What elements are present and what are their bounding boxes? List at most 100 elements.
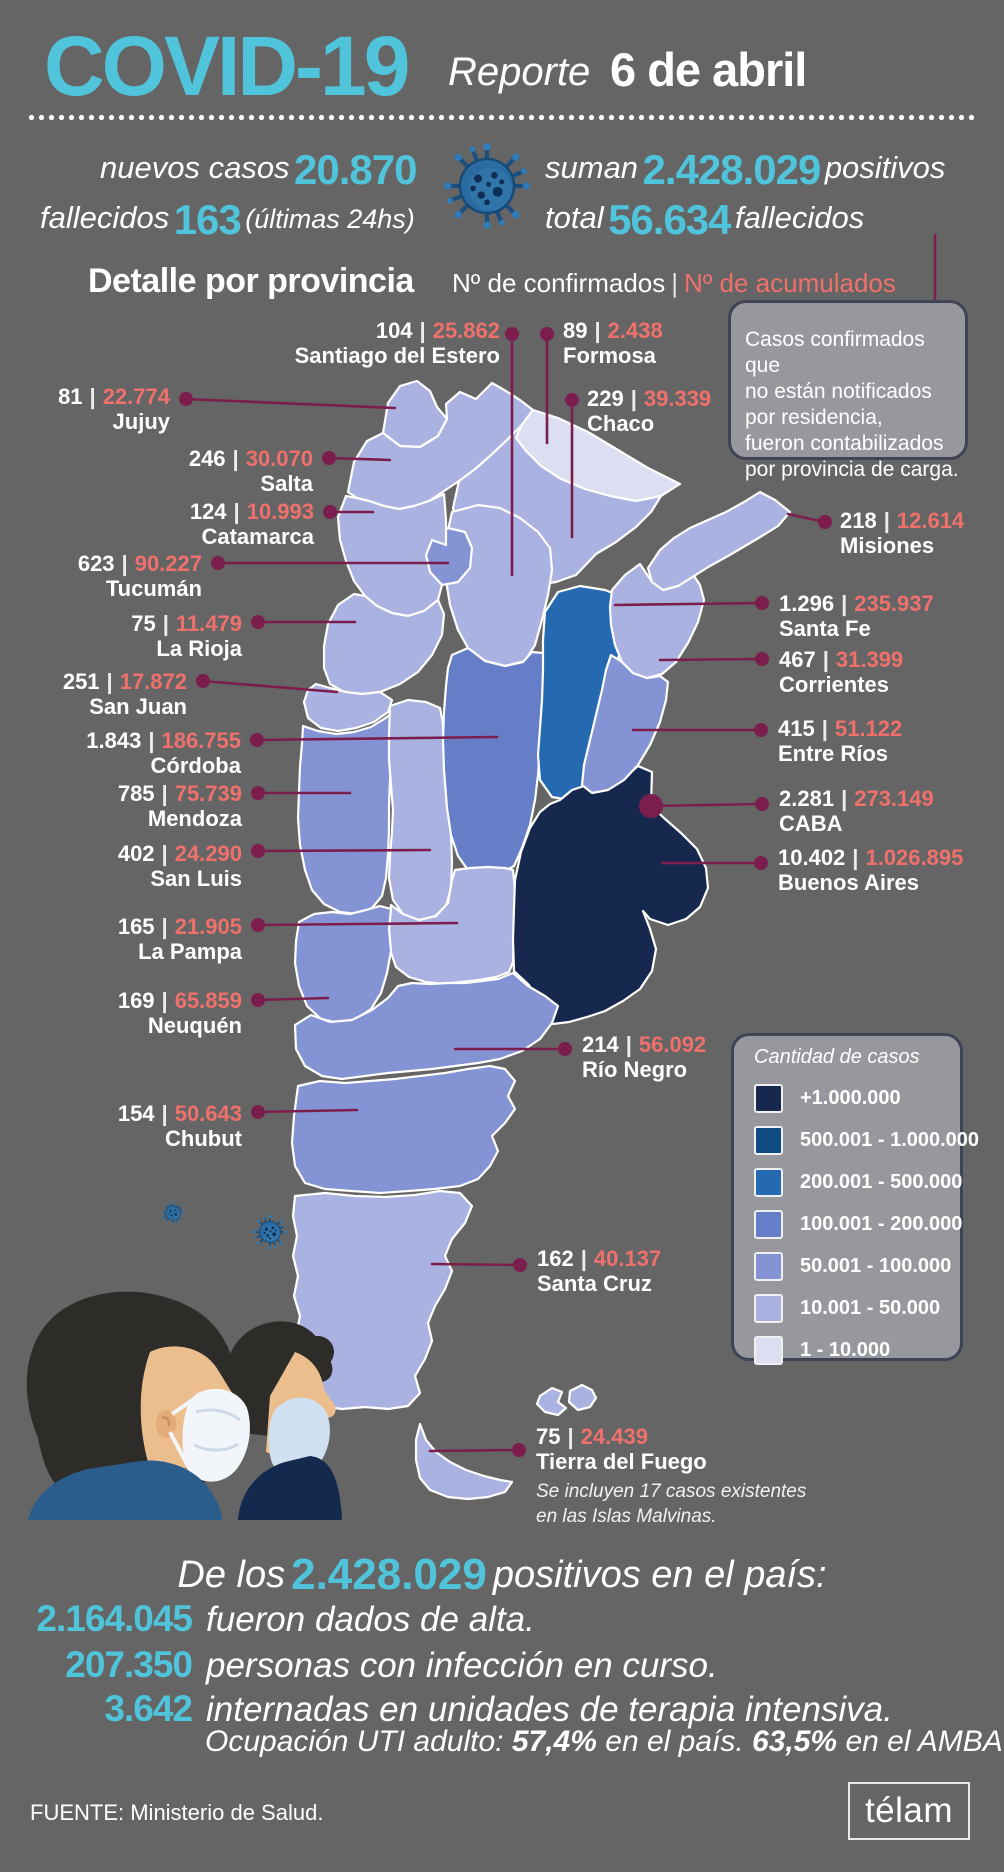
note-line: no están notificados bbox=[745, 380, 932, 403]
new-cases-value: 20.870 bbox=[294, 146, 417, 193]
stat-deaths: fallecidos 163 (últimas 24hs) bbox=[40, 196, 415, 244]
province-label-chubut: 154 | 50.643 Chubut bbox=[117, 1101, 242, 1151]
tierra-del-fuego-footnote: Se incluyen 17 casos existentes en las I… bbox=[536, 1481, 807, 1527]
province-shape-santiago-del-estero bbox=[444, 503, 554, 668]
province-label-mendoza: 785 | 75.739 Mendoza bbox=[117, 781, 242, 831]
note-line: fueron contabilizados bbox=[745, 432, 944, 455]
total-label: total bbox=[545, 200, 604, 235]
province-shape-san-juan bbox=[302, 682, 394, 733]
report-label: Reporte bbox=[448, 50, 591, 94]
province-shape-neuquen bbox=[293, 904, 393, 1025]
note-line: por provincia de carga. bbox=[745, 458, 959, 481]
province-shape-rio-negro bbox=[293, 971, 560, 1081]
province-label-la-pampa: 165 | 21.905 La Pampa bbox=[117, 914, 242, 964]
province-label-catamarca: 124 | 10.993 Catamarca bbox=[189, 499, 314, 549]
subtitle-confirmed: Nº de confirmados bbox=[452, 268, 666, 298]
total-deaths-suffix: fallecidos bbox=[734, 200, 865, 235]
legend-title: Cantidad de casos bbox=[754, 1046, 920, 1068]
province-label-santa-fe: 1.296 | 235.937 Santa Fe bbox=[779, 591, 934, 641]
icu-amba-pct: 63,5% bbox=[752, 1725, 838, 1758]
legend-swatch bbox=[754, 1209, 783, 1239]
subtitle-separator: | bbox=[671, 268, 679, 298]
virus-icon bbox=[444, 143, 530, 229]
legend-swatch bbox=[754, 1251, 783, 1281]
province-label-caba: 2.281 | 273.149 CABA bbox=[779, 786, 934, 836]
province-label-salta: 246 | 30.070 Salta bbox=[188, 446, 313, 496]
province-shape-la-rioja bbox=[322, 592, 446, 696]
province-label-san-juan: 251 | 17.872 San Juan bbox=[62, 669, 187, 719]
province-label-santa-cruz: 162 | 40.137 Santa Cruz bbox=[537, 1246, 662, 1296]
dotted-divider bbox=[28, 114, 976, 121]
deaths-note: (últimas 24hs) bbox=[245, 204, 415, 234]
province-shape-santa-cruz bbox=[291, 1189, 474, 1411]
new-cases-label: nuevos casos bbox=[100, 150, 290, 185]
stat-new-cases: nuevos casos 20.870 bbox=[100, 146, 417, 194]
province-shape-catamarca bbox=[336, 492, 448, 618]
sum-label: suman bbox=[545, 150, 639, 185]
province-shape-misiones bbox=[646, 490, 792, 592]
legend-swatch bbox=[754, 1125, 783, 1155]
legend-item: 100.001 - 200.000 bbox=[754, 1203, 962, 1245]
legend-item: 200.001 - 500.000 bbox=[754, 1161, 962, 1203]
legend-item: 1 - 10.000 bbox=[754, 1329, 960, 1371]
islas-malvinas-east bbox=[567, 1383, 598, 1412]
deaths-value: 163 bbox=[173, 196, 242, 243]
note-line: Casos confirmados que bbox=[745, 328, 925, 377]
province-label-tucuman: 623 | 90.227 Tucumán bbox=[77, 551, 202, 601]
province-shape-buenos-aires bbox=[511, 764, 710, 1026]
positives-suffix: positivos bbox=[824, 150, 946, 185]
province-label-san-luis: 402 | 24.290 San Luis bbox=[117, 841, 242, 891]
deaths-label: fallecidos bbox=[40, 200, 170, 235]
total-positives-value: 2.428.029 bbox=[642, 146, 822, 193]
report-date: 6 de abril bbox=[610, 43, 807, 96]
legend-swatch bbox=[754, 1083, 783, 1113]
caba-marker bbox=[639, 794, 663, 818]
section-title: Detalle por provincia bbox=[88, 262, 414, 300]
telam-logo: télam bbox=[848, 1782, 970, 1840]
stat-total-deaths: total 56.634 fallecidos bbox=[545, 196, 864, 244]
label-connectors bbox=[179, 233, 943, 1457]
legend-swatch bbox=[754, 1167, 783, 1197]
legend-swatch bbox=[754, 1335, 783, 1365]
summary-total: 2.428.029 bbox=[291, 1550, 487, 1599]
province-label-buenos-aires: 10.402 | 1.026.895 Buenos Aires bbox=[778, 845, 964, 895]
section-subtitle: Nº de confirmados | Nº de acumulados bbox=[452, 268, 896, 299]
legend-item: 50.001 - 100.000 bbox=[754, 1245, 960, 1287]
legend-item: 500.001 - 1.000.000 bbox=[754, 1119, 979, 1161]
province-shape-tierra-del-fuego bbox=[414, 1422, 514, 1501]
page-title: COVID-19 bbox=[44, 19, 410, 113]
province-label-cordoba: 1.843 | 186.755 Córdoba bbox=[86, 728, 241, 778]
legend-swatch bbox=[754, 1293, 783, 1323]
summary-row-recovered: 2.164.045 fueron dados de alta. bbox=[36, 1598, 535, 1639]
province-label-entre-rios: 415 | 51.122 Entre Ríos bbox=[778, 716, 903, 766]
islas-malvinas-west bbox=[535, 1386, 568, 1417]
legend: Cantidad de casos +1.000.000 500.001 - 1… bbox=[731, 1033, 979, 1365]
icu-country-pct: 57,4% bbox=[511, 1725, 597, 1758]
note-box: Casos confirmados que no están notificad… bbox=[728, 300, 968, 481]
total-deaths-value: 56.634 bbox=[608, 196, 731, 243]
province-label-santiago-del-estero: 104 | 25.862 Santiago del Estero bbox=[294, 318, 500, 368]
masked-people-illustration bbox=[26, 1291, 342, 1520]
province-label-jujuy: 81 | 22.774 Jujuy bbox=[58, 384, 170, 434]
summary-row-active: 207.350 personas con infección en curso. bbox=[65, 1644, 718, 1685]
summary-row-icu: 3.642 internadas en unidades de terapia i… bbox=[104, 1688, 893, 1729]
province-label-tierra-del-fuego: 75 | 24.439 Tierra del Fuego bbox=[536, 1424, 707, 1474]
province-label-formosa: 89 | 2.438 Formosa bbox=[563, 318, 663, 368]
province-shape-chubut bbox=[290, 1064, 517, 1195]
province-label-chaco: 229 | 39.339 Chaco bbox=[587, 386, 712, 436]
summary-title: De los 2.428.029 positivos en el país: bbox=[177, 1550, 827, 1599]
legend-item: +1.000.000 bbox=[754, 1077, 960, 1119]
subtitle-accumulated: Nº de acumulados bbox=[684, 268, 896, 298]
virus-icon-small-2 bbox=[252, 1214, 288, 1250]
virus-icon-small-1 bbox=[160, 1200, 186, 1226]
province-label-rio-negro: 214 | 56.092 Río Negro bbox=[582, 1032, 707, 1082]
province-label-corrientes: 467 | 31.399 Corrientes bbox=[779, 647, 904, 697]
province-shape-mendoza bbox=[296, 712, 395, 916]
province-label-misiones: 218 | 12.614 Misiones bbox=[840, 508, 965, 558]
note-line: por residencia, bbox=[745, 406, 883, 429]
province-label-neuquen: 169 | 65.859 Neuquén bbox=[117, 988, 242, 1038]
province-label-la-rioja: 75 | 11.479 La Rioja bbox=[131, 611, 242, 661]
stat-total-positives: suman 2.428.029 positivos bbox=[545, 146, 945, 194]
